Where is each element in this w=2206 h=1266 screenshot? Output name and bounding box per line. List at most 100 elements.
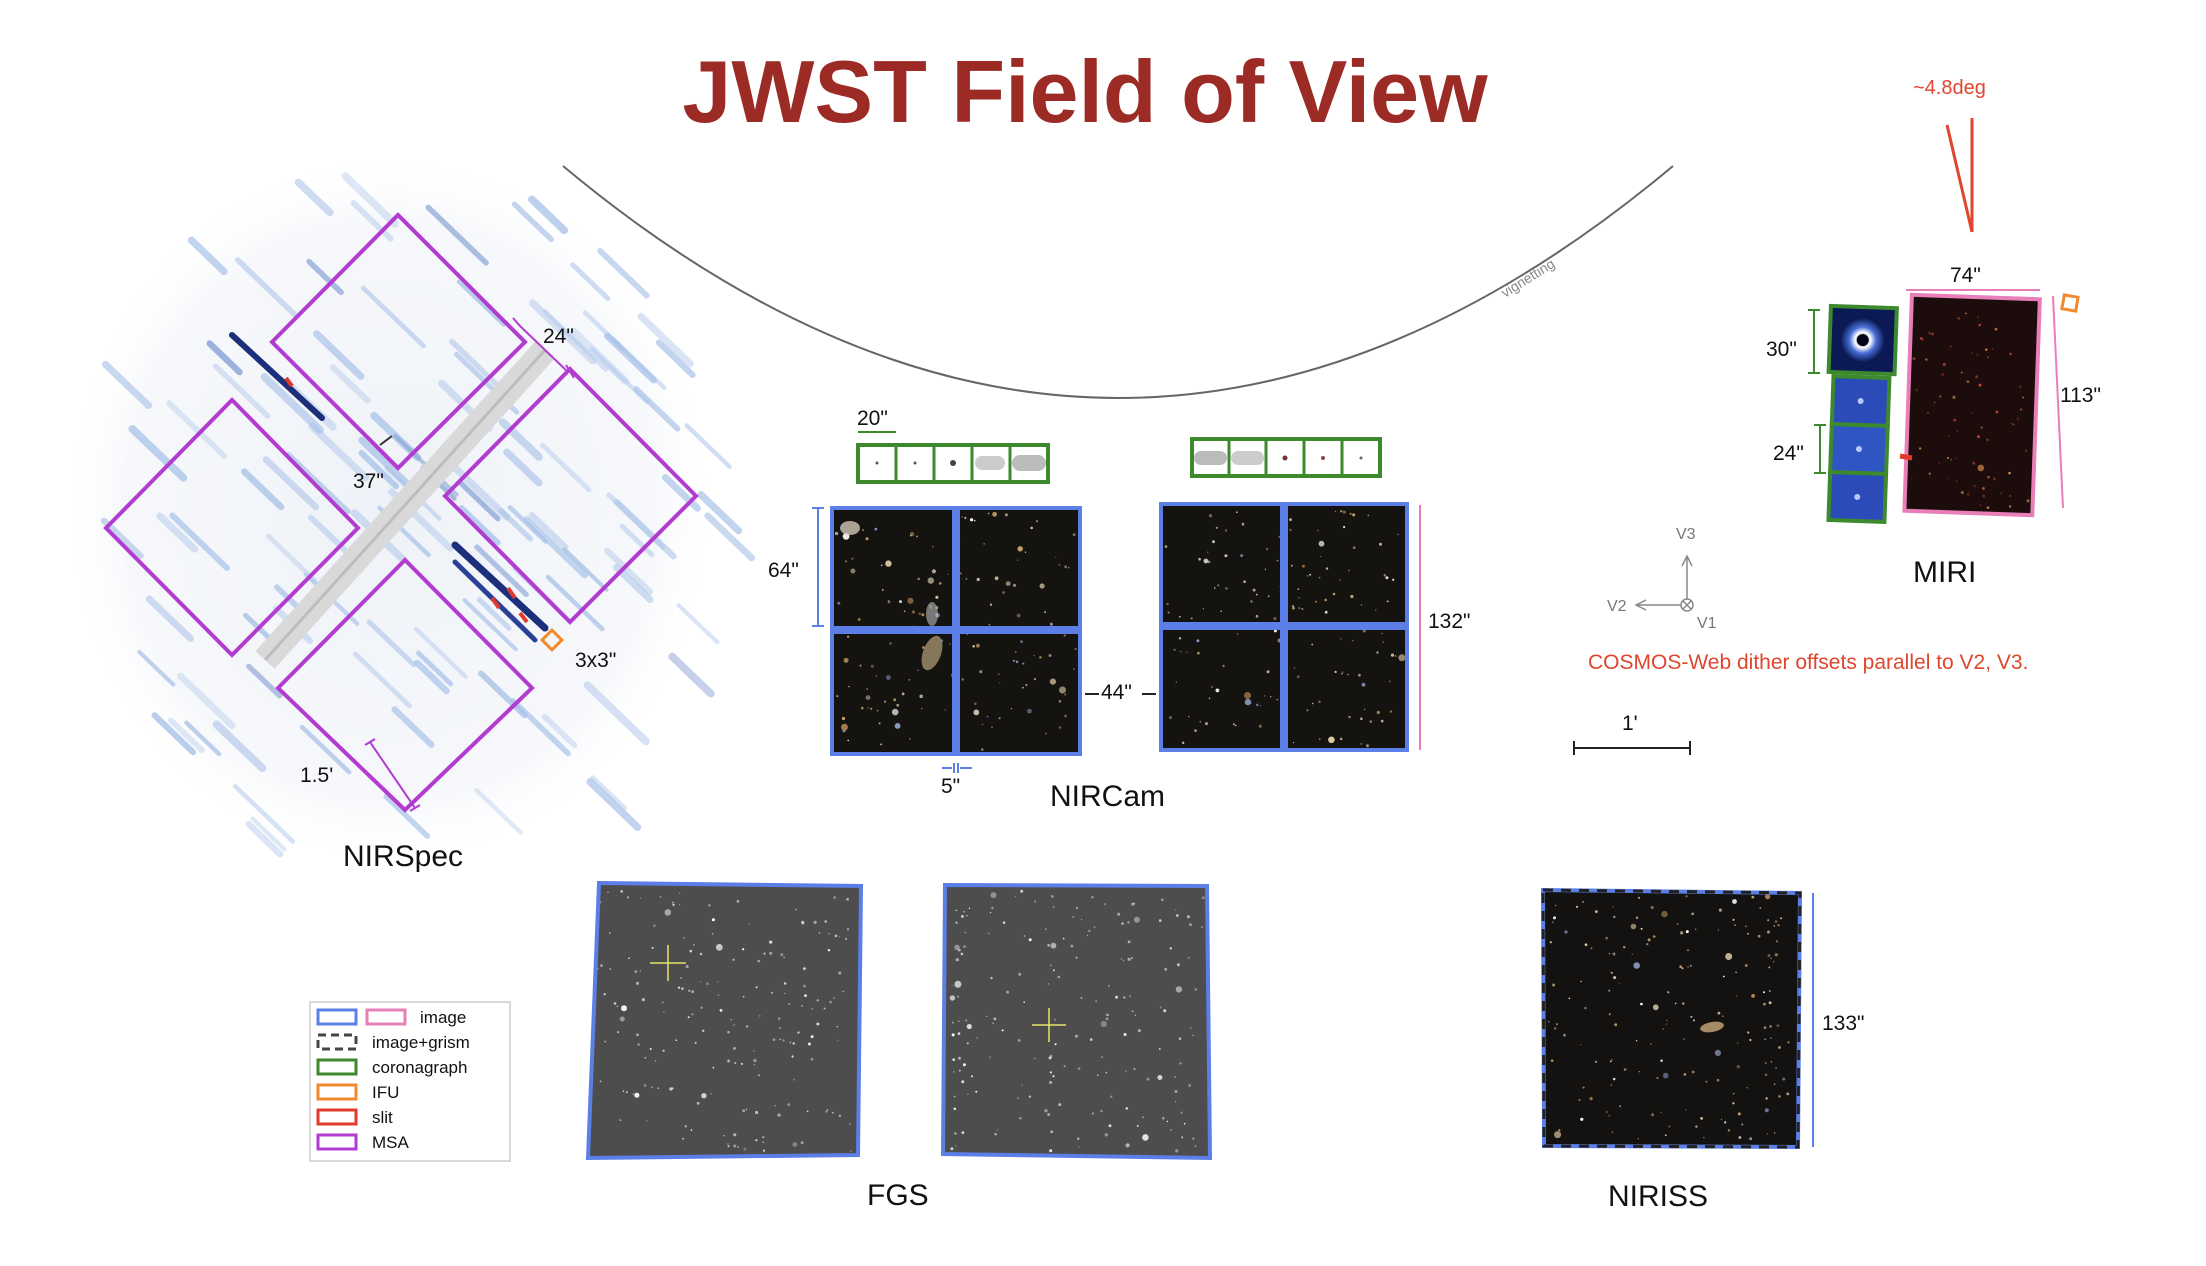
spectrum-streak (613, 498, 677, 560)
field-star (1266, 670, 1270, 674)
miri-ifu-box (2060, 293, 2080, 313)
field-star (955, 958, 959, 962)
field-star (693, 944, 695, 946)
field-star (1190, 617, 1193, 620)
field-star (1764, 893, 1771, 900)
field-star (1002, 921, 1006, 924)
field-star (1091, 1112, 1094, 1115)
field-star (1767, 954, 1771, 958)
field-star (1058, 700, 1062, 703)
legend-item: image (316, 1008, 466, 1027)
field-star (973, 519, 976, 522)
field-star (2022, 396, 2024, 399)
field-star (685, 965, 689, 968)
dither-note: COSMOS-Web dither offsets parallel to V2… (1588, 651, 2028, 674)
field-star (1034, 1057, 1036, 1060)
field-star (999, 682, 1001, 684)
field-star (637, 1043, 640, 1046)
field-star (1311, 643, 1314, 646)
field-star (886, 675, 891, 680)
field-star (1232, 723, 1235, 726)
field-star (1235, 724, 1237, 727)
field-star (1623, 946, 1626, 949)
spectrum-streak (541, 713, 578, 749)
field-star (1584, 943, 1588, 946)
field-star (1717, 1011, 1721, 1015)
field-star (603, 993, 606, 996)
field-star (1668, 1125, 1671, 1128)
field-star (619, 1016, 625, 1022)
spectrum-streak (246, 663, 283, 699)
field-star (762, 1136, 765, 1139)
field-star (1325, 567, 1329, 570)
spectrum-streak (151, 712, 197, 756)
nirspec-slit (518, 611, 529, 624)
field-star (1324, 598, 1327, 602)
field-star (899, 600, 902, 604)
field-star (1749, 1038, 1752, 1042)
fgs-group: FGS (585, 880, 1213, 1212)
field-star (1769, 1025, 1772, 1028)
field-star (675, 1039, 678, 1041)
field-star (650, 1086, 653, 1089)
field-star (810, 1035, 814, 1039)
field-star (1292, 606, 1295, 610)
field-star (1768, 990, 1771, 992)
field-star (950, 1147, 954, 1151)
field-star (1349, 512, 1352, 516)
legend-item: image+grism (316, 1033, 470, 1052)
field-star (1242, 522, 1244, 525)
field-star (1273, 629, 1277, 633)
spectrum-streak (637, 312, 694, 368)
field-star (1175, 914, 1179, 917)
field-star (963, 945, 966, 948)
field-star (996, 1129, 999, 1131)
spectrum-streak (176, 672, 236, 729)
spectrum-streak (212, 720, 267, 773)
field-star (1189, 923, 1192, 927)
field-star (727, 1145, 730, 1148)
field-star (669, 1087, 673, 1091)
field-star (1194, 729, 1197, 732)
field-star (1738, 1136, 1742, 1139)
field-star (1662, 1072, 1669, 1079)
field-star (1733, 1093, 1735, 1095)
field-star (1055, 556, 1057, 558)
field-star (983, 543, 985, 545)
field-star (783, 982, 787, 985)
field-star (1975, 375, 1979, 379)
spectrum-streak (590, 775, 628, 811)
field-star (622, 1090, 625, 1092)
field-star (828, 933, 830, 935)
field-star (777, 1113, 781, 1117)
field-star (884, 700, 887, 703)
field-star (1912, 357, 1916, 360)
field-star (757, 959, 761, 963)
field-star (1614, 1023, 1618, 1027)
field-star (1293, 667, 1296, 669)
field-star (1613, 915, 1616, 919)
field-star (1059, 686, 1066, 694)
spectrum-streak (570, 262, 611, 301)
field-star (838, 1114, 842, 1118)
field-star (1290, 564, 1293, 567)
field-star (1016, 559, 1019, 561)
field-star (708, 904, 711, 907)
field-star (1070, 944, 1074, 948)
field-star (715, 943, 723, 951)
field-star (917, 577, 920, 581)
field-star (1623, 1068, 1627, 1071)
field-star (599, 1080, 602, 1083)
field-star (810, 1057, 814, 1061)
field-star (1318, 540, 1325, 547)
field-star (952, 1058, 956, 1061)
spectrum-streak (474, 544, 529, 598)
field-star (1554, 904, 1557, 907)
field-star (1075, 1034, 1078, 1038)
field-star (727, 1143, 729, 1145)
field-star (1547, 1020, 1550, 1023)
field-star (1635, 916, 1639, 919)
field-star (1078, 1146, 1080, 1148)
field-star (971, 1075, 974, 1078)
field-star (1386, 600, 1389, 603)
